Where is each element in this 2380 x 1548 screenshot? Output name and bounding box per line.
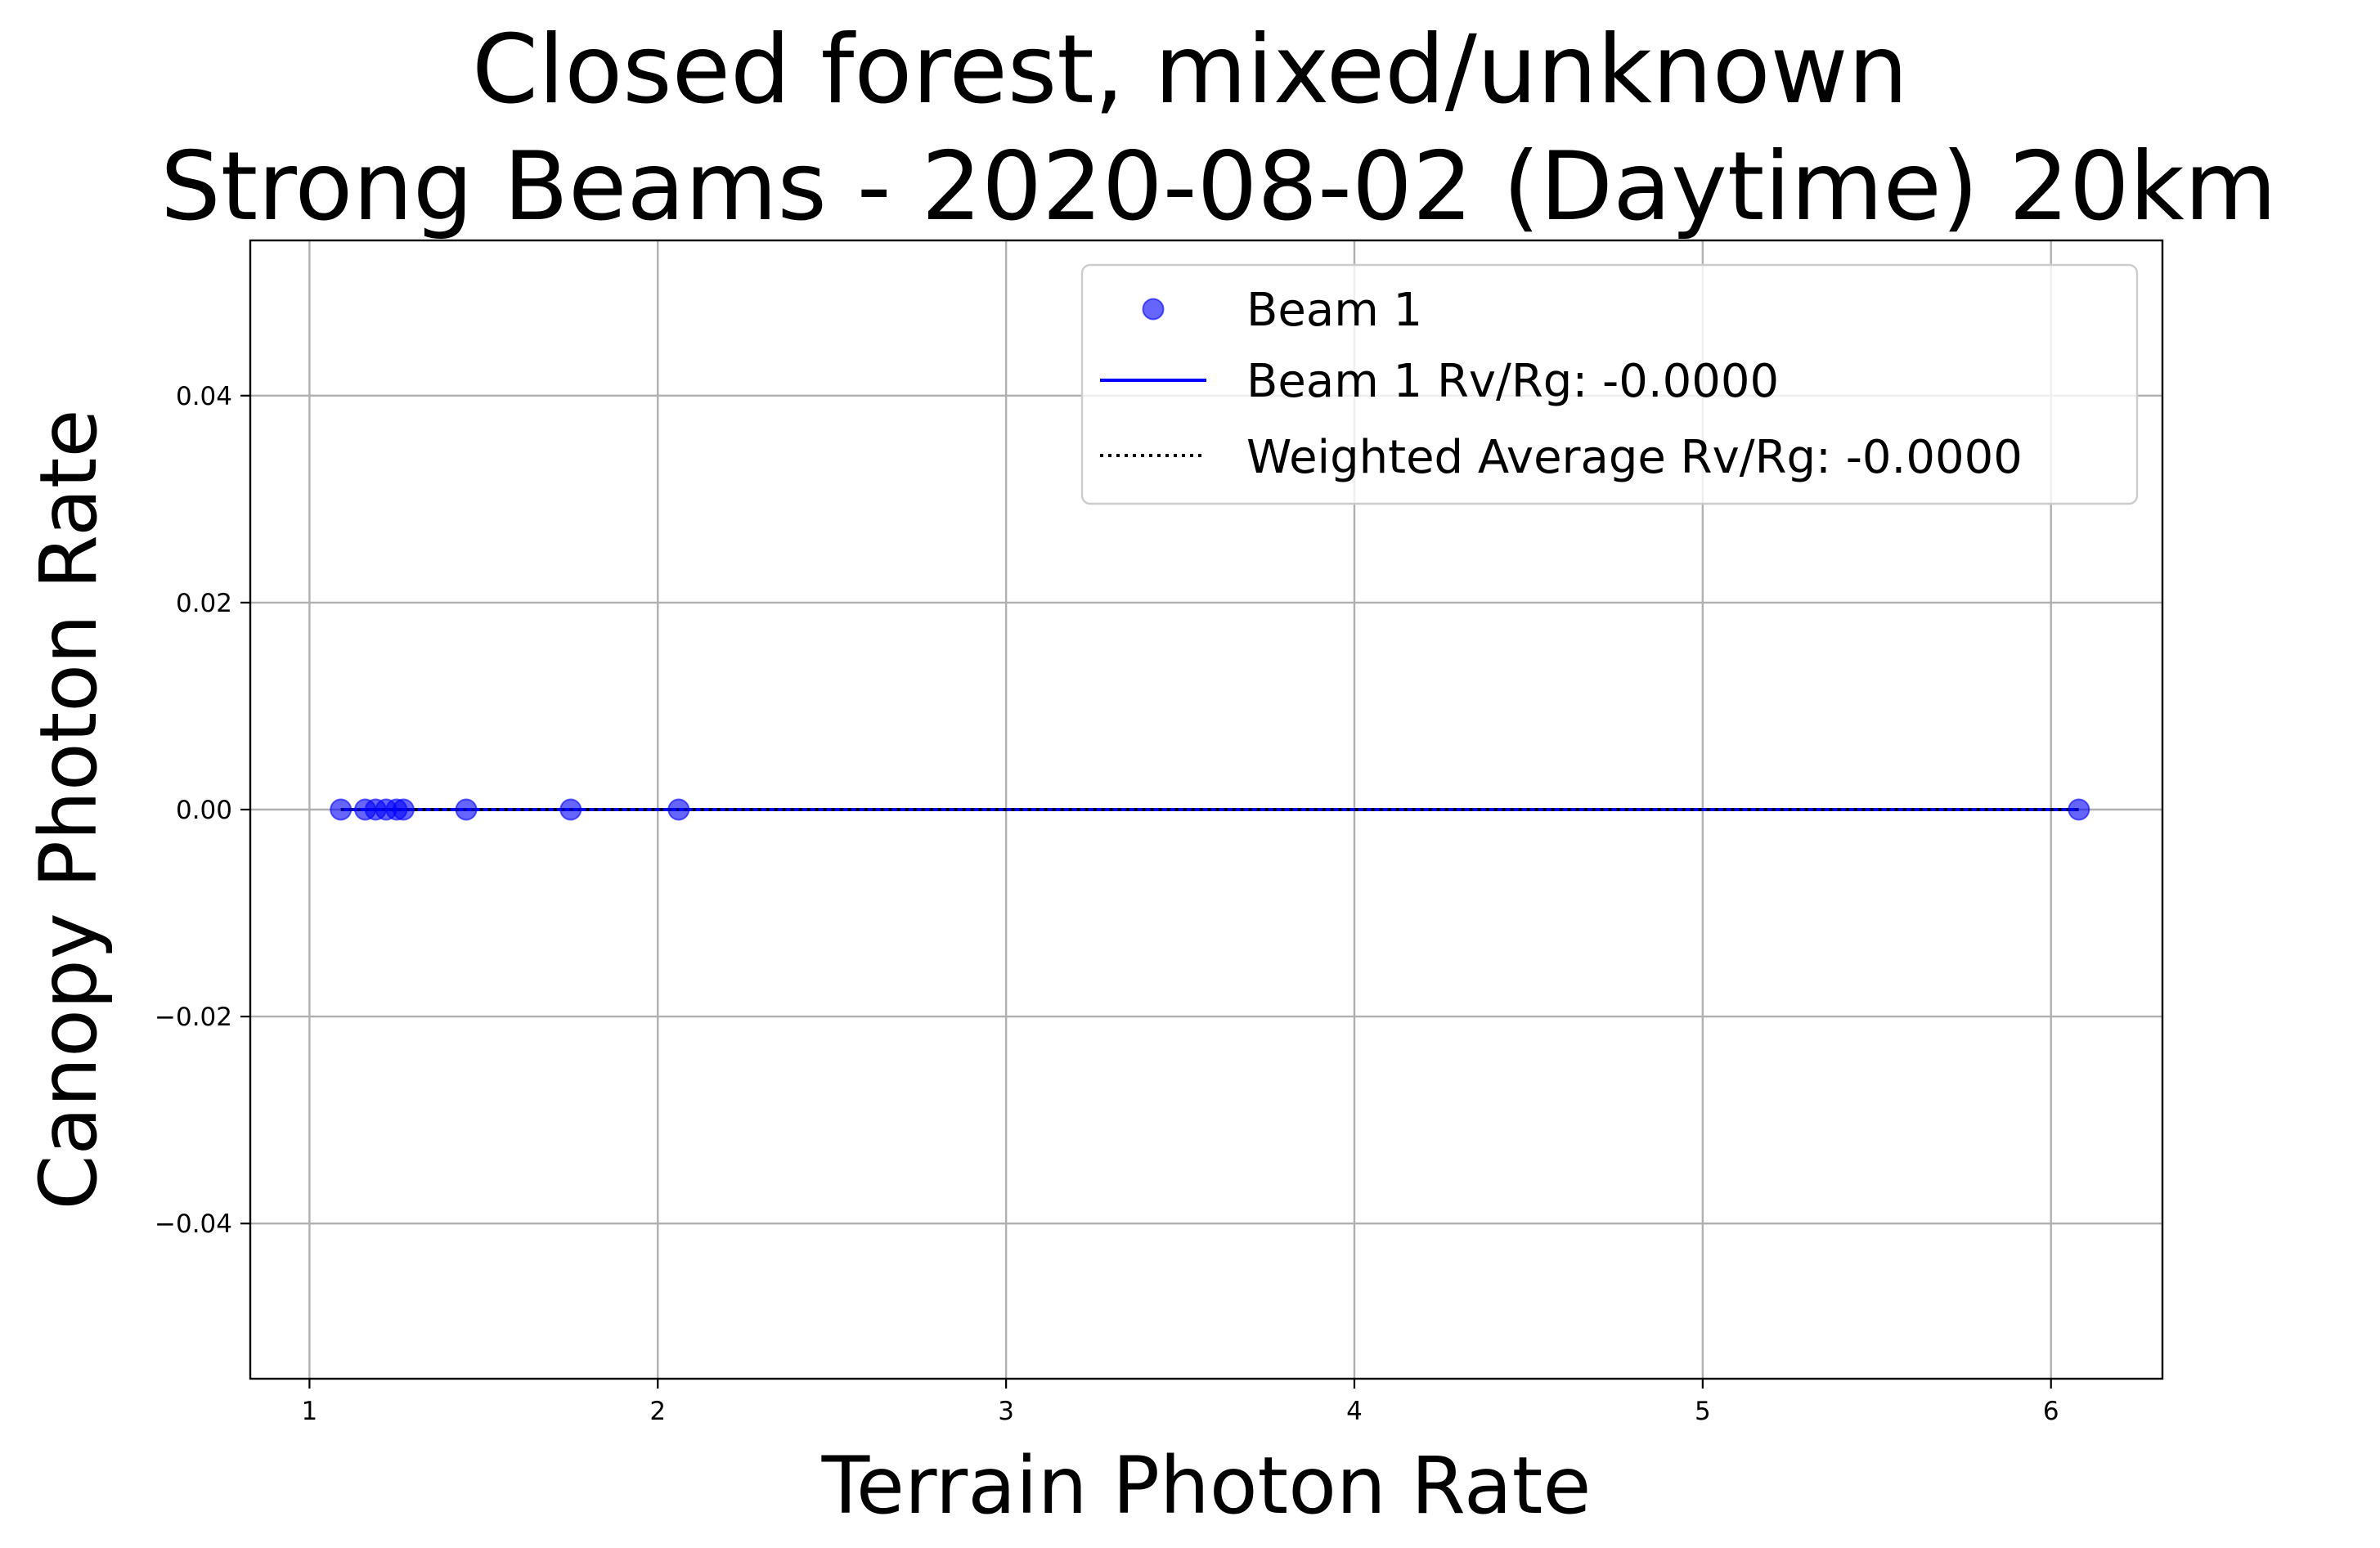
x-tick-label: 5	[1695, 1397, 1711, 1426]
legend-marker-beam-1	[1142, 298, 1165, 321]
x-tick-label: 4	[1346, 1397, 1363, 1426]
y-tick-label: −0.02	[155, 1003, 232, 1032]
chart-title: Closed forest, mixed/unknown Strong Beam…	[160, 15, 2277, 242]
x-axis-label: Terrain Photon Rate	[821, 1440, 1592, 1532]
scatter-point	[667, 798, 690, 821]
legend-box	[1080, 263, 2139, 505]
chart-title-line-1: Closed forest, mixed/unknown	[472, 15, 1908, 125]
y-tick-label: 0.02	[176, 589, 232, 618]
scatter-points	[330, 798, 2090, 821]
scatter-point	[455, 798, 478, 821]
y-tick-label: 0.04	[176, 382, 232, 411]
x-tick-label: 3	[998, 1397, 1014, 1426]
legend-label-beam-1-fit: Beam 1 Rv/Rg: -0.0000	[1246, 355, 1779, 408]
scatter-point	[559, 798, 582, 821]
y-axis-label: Canopy Photon Rate	[23, 409, 115, 1209]
scatter-point	[2068, 798, 2090, 821]
legend-label-weighted-average: Weighted Average Rv/Rg: -0.0000	[1246, 431, 2023, 484]
plot-frame	[249, 239, 2164, 1380]
scatter-point	[330, 798, 353, 821]
scatter-point	[392, 798, 415, 821]
x-tick-label: 2	[649, 1397, 666, 1426]
chart-title-line-2: Strong Beams - 2020-08-02 (Daytime) 20km	[160, 132, 2277, 242]
x-tick-label: 6	[2043, 1397, 2059, 1426]
legend-label-beam-1: Beam 1	[1246, 284, 1422, 337]
y-tick-label: −0.04	[155, 1209, 232, 1239]
ticks: 1 2 3 4 5 6 −0.04 −0.02 0.00 0.02 0.04	[155, 382, 2059, 1426]
y-tick-label: 0.00	[176, 796, 232, 825]
legend: Beam 1 Beam 1 Rv/Rg: -0.0000 Weighted Av…	[1080, 263, 2139, 505]
x-tick-label: 1	[302, 1397, 318, 1426]
